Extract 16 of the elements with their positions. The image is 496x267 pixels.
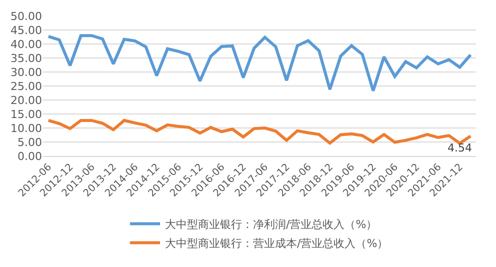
y-tick-label: 40.00: [10, 38, 42, 51]
data-label: 4.54: [448, 142, 472, 155]
y-tick-label: 25.00: [10, 80, 42, 93]
y-tick-label: 0.00: [18, 150, 42, 163]
y-tick-label: 50.00: [10, 10, 42, 23]
y-tick-label: 5.00: [18, 136, 42, 149]
y-tick-label: 35.00: [10, 52, 42, 65]
line-series: [46, 34, 472, 92]
y-tick-label: 30.00: [10, 66, 42, 79]
line-series: [46, 118, 472, 145]
y-tick-label: 45.00: [10, 24, 42, 37]
y-tick-label: 15.00: [10, 108, 42, 121]
legend-label: 大中型商业银行：营业成本/营业总收入（%）: [165, 236, 388, 250]
legend-label: 大中型商业银行：净利润/营业总收入（%）: [165, 218, 378, 231]
y-tick-label: 10.00: [10, 122, 42, 135]
y-tick-label: 20.00: [10, 94, 42, 107]
